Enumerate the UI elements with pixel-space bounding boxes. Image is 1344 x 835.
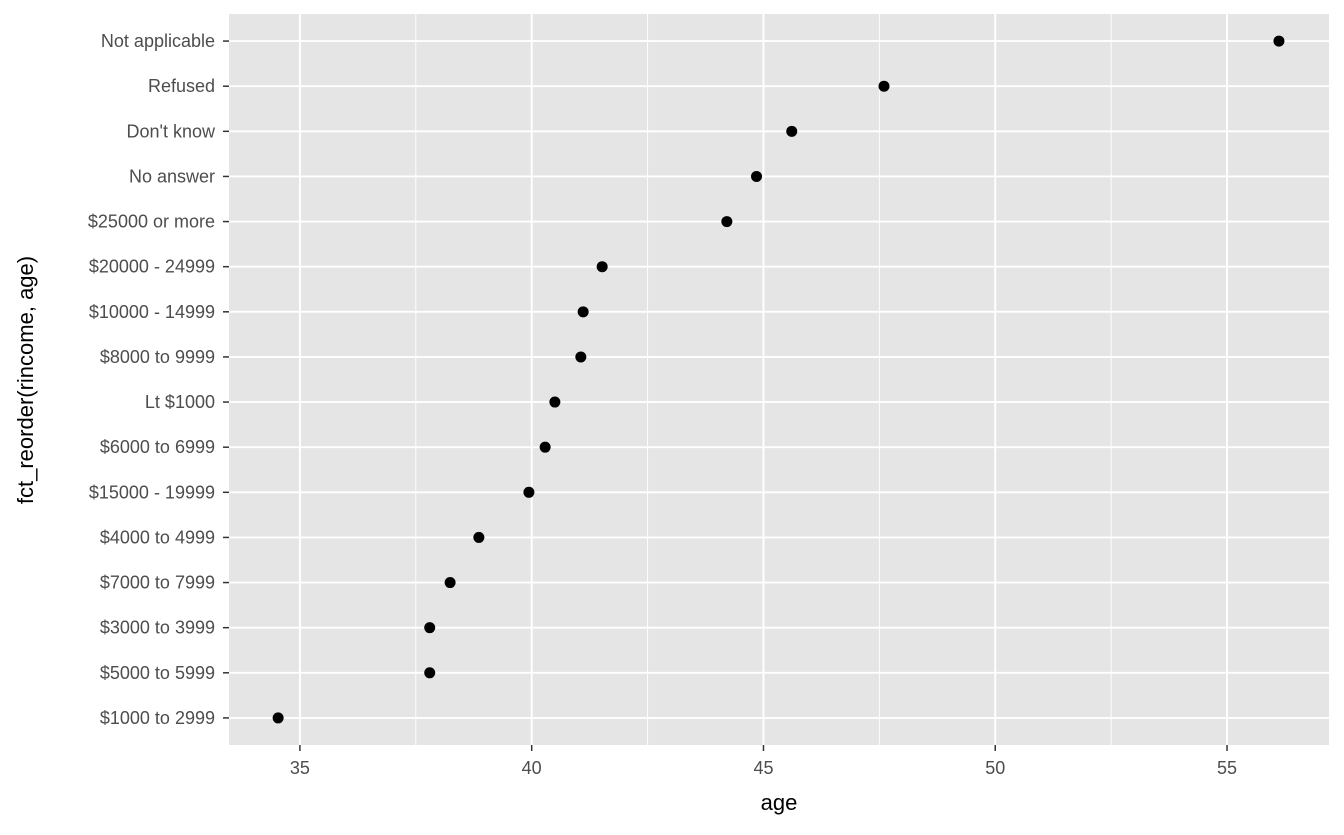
data-point [272, 712, 284, 724]
data-point [523, 486, 535, 498]
data-point [878, 80, 890, 92]
y-tick-label: $10000 - 14999 [89, 302, 215, 322]
data-point [577, 306, 589, 318]
y-tick-label: $1000 to 2999 [100, 708, 215, 728]
y-tick-label: $7000 to 7999 [100, 573, 215, 593]
y-tick-label: $3000 to 3999 [100, 618, 215, 638]
y-tick-label: $4000 to 4999 [100, 527, 215, 547]
y-tick-label: Refused [148, 76, 215, 96]
data-point [424, 667, 436, 679]
data-point [1273, 35, 1285, 47]
plot-panel [229, 14, 1329, 745]
data-point [539, 441, 551, 453]
minor-gridlines [415, 14, 1112, 745]
data-point [575, 351, 587, 363]
y-tick-label: $6000 to 6999 [100, 437, 215, 457]
y-tick-label: $8000 to 9999 [100, 347, 215, 367]
y-tick-label: $5000 to 5999 [100, 663, 215, 683]
y-axis-title: fct_reorder(rincome, age) [13, 256, 38, 504]
data-point [473, 531, 485, 543]
data-point [549, 396, 561, 408]
y-tick-label: No answer [129, 166, 215, 186]
data-point [596, 261, 608, 273]
data-point [444, 577, 456, 589]
x-tick-label: 35 [290, 758, 310, 778]
x-tick-label: 55 [1217, 758, 1237, 778]
x-axis-title: age [761, 790, 798, 815]
major-gridlines [229, 14, 1329, 745]
x-tick-label: 50 [985, 758, 1005, 778]
y-axis: $1000 to 2999 $5000 to 5999 $3000 to 3999 $… [88, 31, 229, 728]
data-point [786, 125, 798, 137]
points [272, 35, 1285, 724]
y-tick-label: Lt $1000 [145, 392, 215, 412]
data-point [721, 216, 733, 228]
y-tick-label: Don't know [127, 121, 216, 141]
y-tick-label: $20000 - 24999 [89, 257, 215, 277]
x-tick-label: 40 [522, 758, 542, 778]
x-axis: 35 40 45 50 55 [290, 745, 1237, 778]
y-tick-label: $15000 - 19999 [89, 482, 215, 502]
data-point [751, 170, 763, 182]
x-tick-label: 45 [753, 758, 773, 778]
y-tick-label: $25000 or more [88, 212, 215, 232]
data-point [424, 622, 436, 634]
y-tick-label: Not applicable [101, 31, 215, 51]
